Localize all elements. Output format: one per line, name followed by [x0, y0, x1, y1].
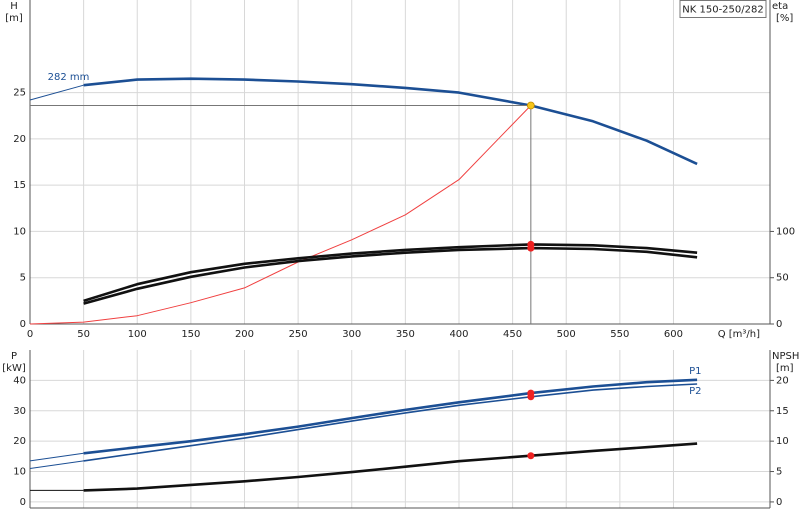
y2-tick-label: 0 — [776, 497, 782, 508]
y2-tick-label: 100 — [776, 226, 795, 237]
model-label: NK 150-250/282 — [682, 5, 763, 16]
y-tick-label: 20 — [13, 436, 26, 447]
y2-tick-label: 5 — [776, 467, 782, 478]
y-tick-label: 25 — [13, 88, 26, 99]
x-axis-title: Q [m³/h] — [718, 329, 760, 340]
duty-point — [526, 101, 535, 110]
curve-label: P1 — [689, 366, 701, 377]
duty-point — [527, 393, 535, 401]
y-tick-label: 0 — [20, 497, 26, 508]
y2-tick-label: 20 — [776, 375, 789, 386]
y2-axis-unit: [m] — [776, 363, 794, 374]
x-tick-label: 600 — [664, 329, 683, 340]
x-tick-label: 150 — [181, 329, 200, 340]
curve — [83, 243, 698, 303]
y-tick-label: 5 — [20, 273, 26, 284]
y-tick-label: 30 — [13, 406, 26, 417]
x-tick-label: 500 — [557, 329, 576, 340]
y2-tick-label: 0 — [776, 319, 782, 330]
y-tick-label: 15 — [13, 180, 26, 191]
y2-tick-label: 15 — [776, 406, 789, 417]
curve — [83, 442, 698, 492]
y-axis-unit: [m] — [5, 13, 23, 24]
x-tick-label: 100 — [128, 329, 147, 340]
y-axis-title: P — [11, 351, 17, 362]
y-tick-label: 20 — [13, 134, 26, 145]
duty-point — [527, 244, 535, 252]
y-tick-label: 10 — [13, 467, 26, 478]
y-axis-unit: [kW] — [2, 363, 26, 374]
y2-tick-label: 50 — [776, 273, 789, 284]
curve — [29, 452, 84, 462]
x-tick-label: 50 — [77, 329, 90, 340]
y-axis-title: H — [10, 1, 18, 12]
curve — [83, 77, 698, 166]
x-tick-label: 0 — [27, 329, 33, 340]
model-box — [679, 0, 767, 18]
y2-axis-unit: [%] — [776, 13, 793, 24]
x-tick-label: 400 — [449, 329, 468, 340]
x-tick-label: 250 — [289, 329, 308, 340]
curve — [83, 246, 698, 305]
curve — [83, 378, 698, 455]
curve-label: P2 — [689, 386, 701, 397]
curve — [29, 460, 84, 469]
y2-axis-title: eta — [772, 1, 788, 12]
x-tick-label: 200 — [235, 329, 254, 340]
curve — [83, 383, 698, 462]
x-tick-label: 350 — [396, 329, 415, 340]
y2-axis-title: NPSH — [772, 351, 799, 362]
curve — [29, 84, 84, 101]
curve-label: 282 mm — [48, 72, 90, 83]
y-tick-label: 10 — [13, 226, 26, 237]
x-tick-label: 550 — [610, 329, 629, 340]
y2-tick-label: 10 — [776, 436, 789, 447]
x-tick-label: 450 — [503, 329, 522, 340]
x-tick-label: 300 — [342, 329, 361, 340]
duty-point — [527, 452, 535, 460]
y-tick-label: 0 — [20, 319, 26, 330]
y-tick-label: 40 — [13, 375, 26, 386]
